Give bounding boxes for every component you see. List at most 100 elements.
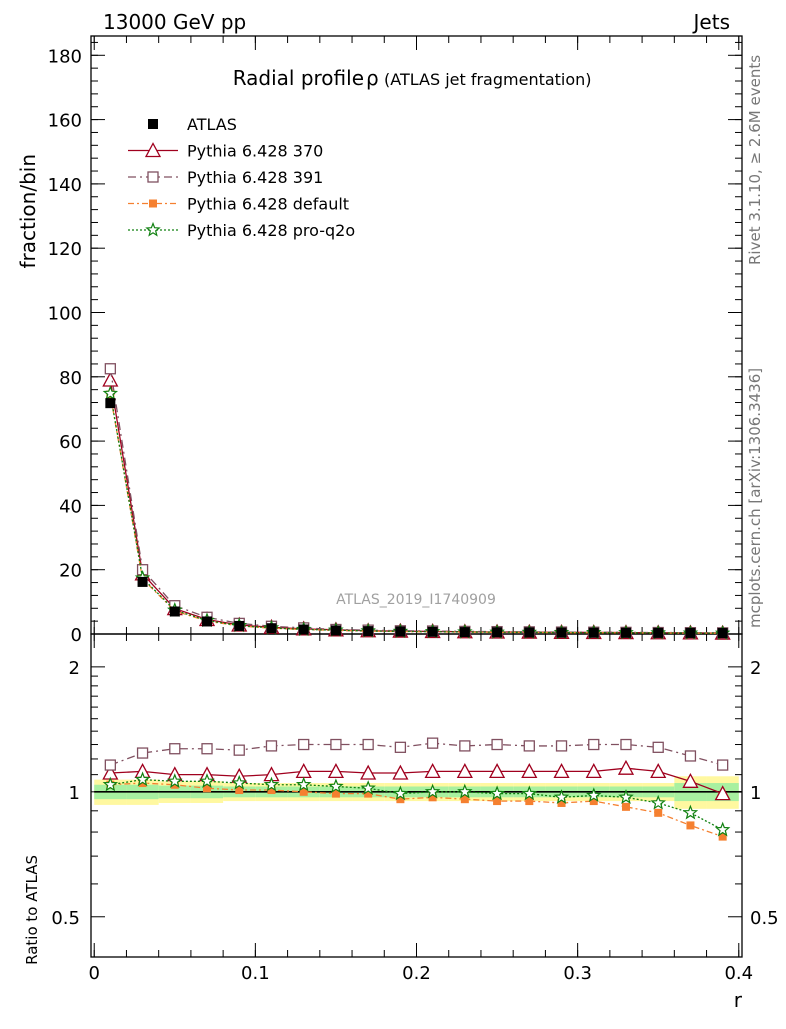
- ratio-point: [424, 783, 441, 799]
- ratio-point: [588, 738, 600, 751]
- data-point: [105, 398, 116, 409]
- ratio-point: [654, 808, 663, 817]
- ratio-point: [203, 784, 212, 793]
- y-tick-label: 120: [48, 239, 82, 260]
- ratio-point: [714, 785, 731, 801]
- data-point: [202, 616, 213, 627]
- data-point: [717, 628, 728, 639]
- y-axis-label: fraction/bin: [16, 154, 40, 269]
- ratio-point: [521, 785, 538, 801]
- ratio-tick-label: 0.5: [51, 908, 80, 929]
- ratio-point: [426, 737, 439, 749]
- ratio-point: [589, 797, 598, 806]
- ratio-point: [298, 738, 310, 751]
- legend-label: Pythia 6.428 391: [187, 168, 323, 187]
- ratio-point: [493, 797, 502, 806]
- ratio-point: [235, 786, 244, 795]
- ratio-point: [652, 741, 664, 753]
- title-main: Radial profile: [233, 66, 364, 90]
- ratio-point: [557, 798, 566, 807]
- ratio-tick-label-right: 1: [750, 783, 761, 804]
- y-tick-label: 0: [71, 625, 82, 646]
- y-tick-label: 100: [48, 303, 82, 324]
- y-tick-label: 60: [59, 432, 82, 453]
- x-tick-label: 0.2: [402, 963, 431, 984]
- ratio-point: [620, 738, 632, 751]
- ratio-point: [167, 773, 183, 788]
- ratio-point: [585, 763, 602, 779]
- ratio-point: [331, 789, 340, 798]
- data-point: [459, 627, 470, 638]
- y-tick-label: 180: [48, 46, 82, 67]
- title-symbol: ρ: [366, 66, 379, 90]
- ratio-point: [299, 787, 308, 796]
- ratio-point: [328, 778, 344, 794]
- x-tick-label: 0.4: [724, 963, 753, 984]
- chart-title: Radial profile ρ (ATLAS jet fragmentatio…: [233, 66, 592, 90]
- x-axis-label: r: [734, 988, 743, 1012]
- ratio-tick-label-right: 0.5: [750, 908, 779, 929]
- legend-marker: [145, 221, 161, 237]
- ratio-line: [110, 742, 723, 766]
- x-tick-label: 0: [88, 963, 99, 984]
- legend-marker: [147, 171, 159, 183]
- ratio-point: [586, 787, 602, 803]
- ratio-point: [459, 740, 471, 752]
- ratio-point: [525, 797, 534, 806]
- data-point: [685, 627, 696, 638]
- data-point: [556, 627, 567, 638]
- ratio-point: [136, 747, 149, 759]
- ratio-point: [521, 763, 538, 779]
- ratio-point: [364, 789, 373, 798]
- ratio-point: [555, 740, 568, 752]
- ratio-series-1: [104, 737, 729, 771]
- x-tick-label: 0.1: [241, 963, 270, 984]
- ratio-point: [718, 832, 727, 841]
- ratio-y-axis-label: Ratio to ATLAS: [23, 855, 41, 965]
- ratio-point: [102, 776, 119, 792]
- axes: 0 0.1 0.2 0.3 0.4 0 20 40 60 80 100 120 140 160 180 0.5…: [48, 36, 779, 984]
- ratio-point: [686, 821, 695, 830]
- ratio-point: [457, 783, 473, 799]
- title-suffix: (ATLAS jet fragmentation): [384, 70, 592, 89]
- ratio-series-3: [102, 771, 731, 837]
- ratio-point: [392, 785, 409, 801]
- ratio-point: [684, 750, 697, 762]
- ratio-tick-label: 2: [69, 658, 80, 679]
- ratio-point: [394, 741, 407, 753]
- data-point: [169, 606, 180, 617]
- x-tick-label: 0.3: [563, 963, 592, 984]
- series-line: [109, 393, 723, 634]
- header-right: Jets: [692, 10, 730, 34]
- ratio-point: [199, 773, 215, 788]
- legend-marker: [148, 119, 158, 129]
- mcplots-label: mcplots.cern.ch [arXiv:1306.3436]: [746, 368, 764, 628]
- ratio-point: [362, 738, 374, 751]
- ratio-point: [682, 772, 699, 788]
- ratio-point: [169, 743, 181, 755]
- ratio-point: [233, 744, 245, 756]
- legend: ATLAS Pythia 6.428 370 Pythia 6.428 391 Pyt…: [128, 115, 355, 240]
- data-point: [137, 576, 148, 587]
- ratio-point: [617, 759, 635, 775]
- ratio-point: [424, 763, 441, 779]
- y-tick-label: 40: [59, 496, 82, 517]
- legend-label: Pythia 6.428 370: [187, 142, 323, 161]
- ratio-point: [523, 740, 535, 752]
- series-point: [102, 385, 119, 401]
- ratio-point: [267, 786, 276, 795]
- ratio-point: [460, 795, 469, 804]
- ratio-point: [360, 780, 376, 795]
- ratio-point: [201, 743, 213, 755]
- ratio-point: [295, 776, 312, 792]
- ratio-point: [714, 821, 731, 837]
- data-point: [330, 625, 341, 636]
- legend-label: Pythia 6.428 pro-q2o: [187, 221, 355, 240]
- legend-label: Pythia 6.428 default: [187, 195, 349, 214]
- ratio-point: [428, 793, 437, 802]
- legend-marker: [144, 142, 162, 158]
- y-tick-label: 160: [48, 111, 82, 132]
- ratio-tick-label: 1: [69, 783, 80, 804]
- ratio-point: [488, 763, 506, 779]
- ratio-point: [456, 763, 473, 779]
